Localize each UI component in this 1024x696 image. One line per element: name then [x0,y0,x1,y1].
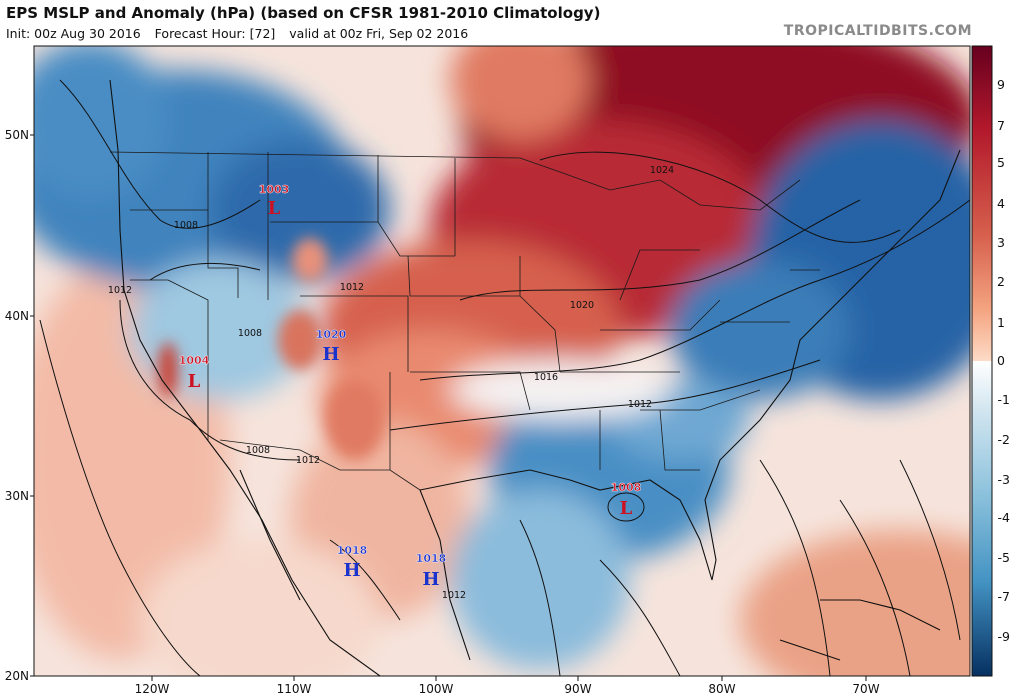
chart-title: EPS MSLP and Anomaly (hPa) (based on CFS… [6,4,601,22]
colorbar-label: 1 [997,315,1005,330]
map-frame [33,45,971,677]
lon-labels: 120W 110W 100W 90W 80W 70W [135,682,880,696]
lon-label: 110W [277,682,312,696]
center-symbol: L [268,198,281,219]
isobar-lines [39,79,970,676]
isobar-label: 1020 [570,300,594,311]
isobar-label: 1012 [296,455,320,466]
init-time: Init: 00z Aug 30 2016 [6,26,141,41]
lon-label: 80W [708,682,735,696]
colorbar-label: 0 [997,353,1005,368]
isobar-labels: 1024 1020 1016 1012 1012 1012 1012 1012 … [108,165,674,601]
high-pressure-center: 1018 H [336,544,368,581]
anomaly-field [34,46,970,676]
colorbar-label: 4 [997,196,1005,211]
forecast-hour: Forecast Hour: [72] [154,26,276,41]
lat-label: 20N [5,669,29,683]
chart-subtitle: Init: 00z Aug 30 2016 Forecast Hour: [72… [6,26,478,41]
pressure-centers: 1003 L 1004 L 1020 H 1008 L 1018 H 1018 … [178,183,642,590]
center-value: 1018 [337,544,368,557]
lat-label: 40N [5,309,29,323]
colorbar-label: 9 [997,77,1005,92]
isobar-label: 1008 [238,328,262,339]
lon-label: 70W [852,682,879,696]
colorbar-label: -5 [998,550,1010,565]
center-symbol: H [422,569,439,590]
colorbar-gradient [971,45,993,677]
lon-ticks [151,676,867,681]
center-value: 1018 [416,552,447,565]
lon-label: 100W [419,682,454,696]
isobar-label: 1008 [246,445,270,456]
isobar-label: 1012 [442,590,466,601]
colorbar-label: -1 [998,392,1010,407]
low-pressure-center: 1008 L [610,481,642,519]
colorbar-label: 7 [997,118,1005,133]
high-pressure-center: 1020 H [315,328,347,365]
low-pressure-center: 1003 L [258,183,290,219]
brand-watermark: TROPICALTIDBITS.COM [783,23,972,39]
center-value: 1008 [611,481,642,494]
center-value: 1004 [179,354,210,367]
lon-label: 90W [564,682,591,696]
colorbar-label: -9 [998,629,1011,644]
colorbar-label: -4 [998,510,1011,525]
lat-label: 30N [5,489,29,503]
lon-label: 120W [135,682,170,696]
colorbar-label: 5 [997,155,1005,170]
low-pressure-center: 1004 L [178,354,210,392]
colorbar-label: -3 [998,472,1010,487]
colorbar: 9 7 5 4 3 2 1 0 -1 -2 -3 -4 -5 -7 -9 [971,45,1010,677]
center-symbol: H [343,560,360,581]
lat-labels: 50N 40N 30N 20N [5,128,29,683]
isobar-label: 1012 [340,282,364,293]
colorbar-label: 2 [997,274,1005,289]
colorbar-label: -7 [998,589,1010,604]
isobar-label: 1012 [108,285,132,296]
isobar-label: 1012 [628,399,652,410]
valid-time: valid at 00z Fri, Sep 02 2016 [289,26,469,41]
coastlines [109,79,961,676]
political-borders [109,151,820,491]
center-symbol: L [620,498,633,519]
center-value: 1003 [259,183,290,196]
lat-ticks [30,134,34,677]
center-value: 1020 [316,328,347,341]
isobar-label: 1024 [650,165,674,176]
colorbar-label: 3 [997,235,1005,250]
colorbar-label: -2 [998,432,1010,447]
lat-label: 50N [5,128,29,142]
center-symbol: H [322,344,339,365]
center-symbol: L [188,371,201,392]
high-pressure-center: 1018 H [415,552,447,590]
isobar-label: 1016 [534,372,558,383]
isobar-label: 1008 [174,220,198,231]
colorbar-labels: 9 7 5 4 3 2 1 0 -1 -2 -3 -4 -5 -7 -9 [997,77,1010,644]
